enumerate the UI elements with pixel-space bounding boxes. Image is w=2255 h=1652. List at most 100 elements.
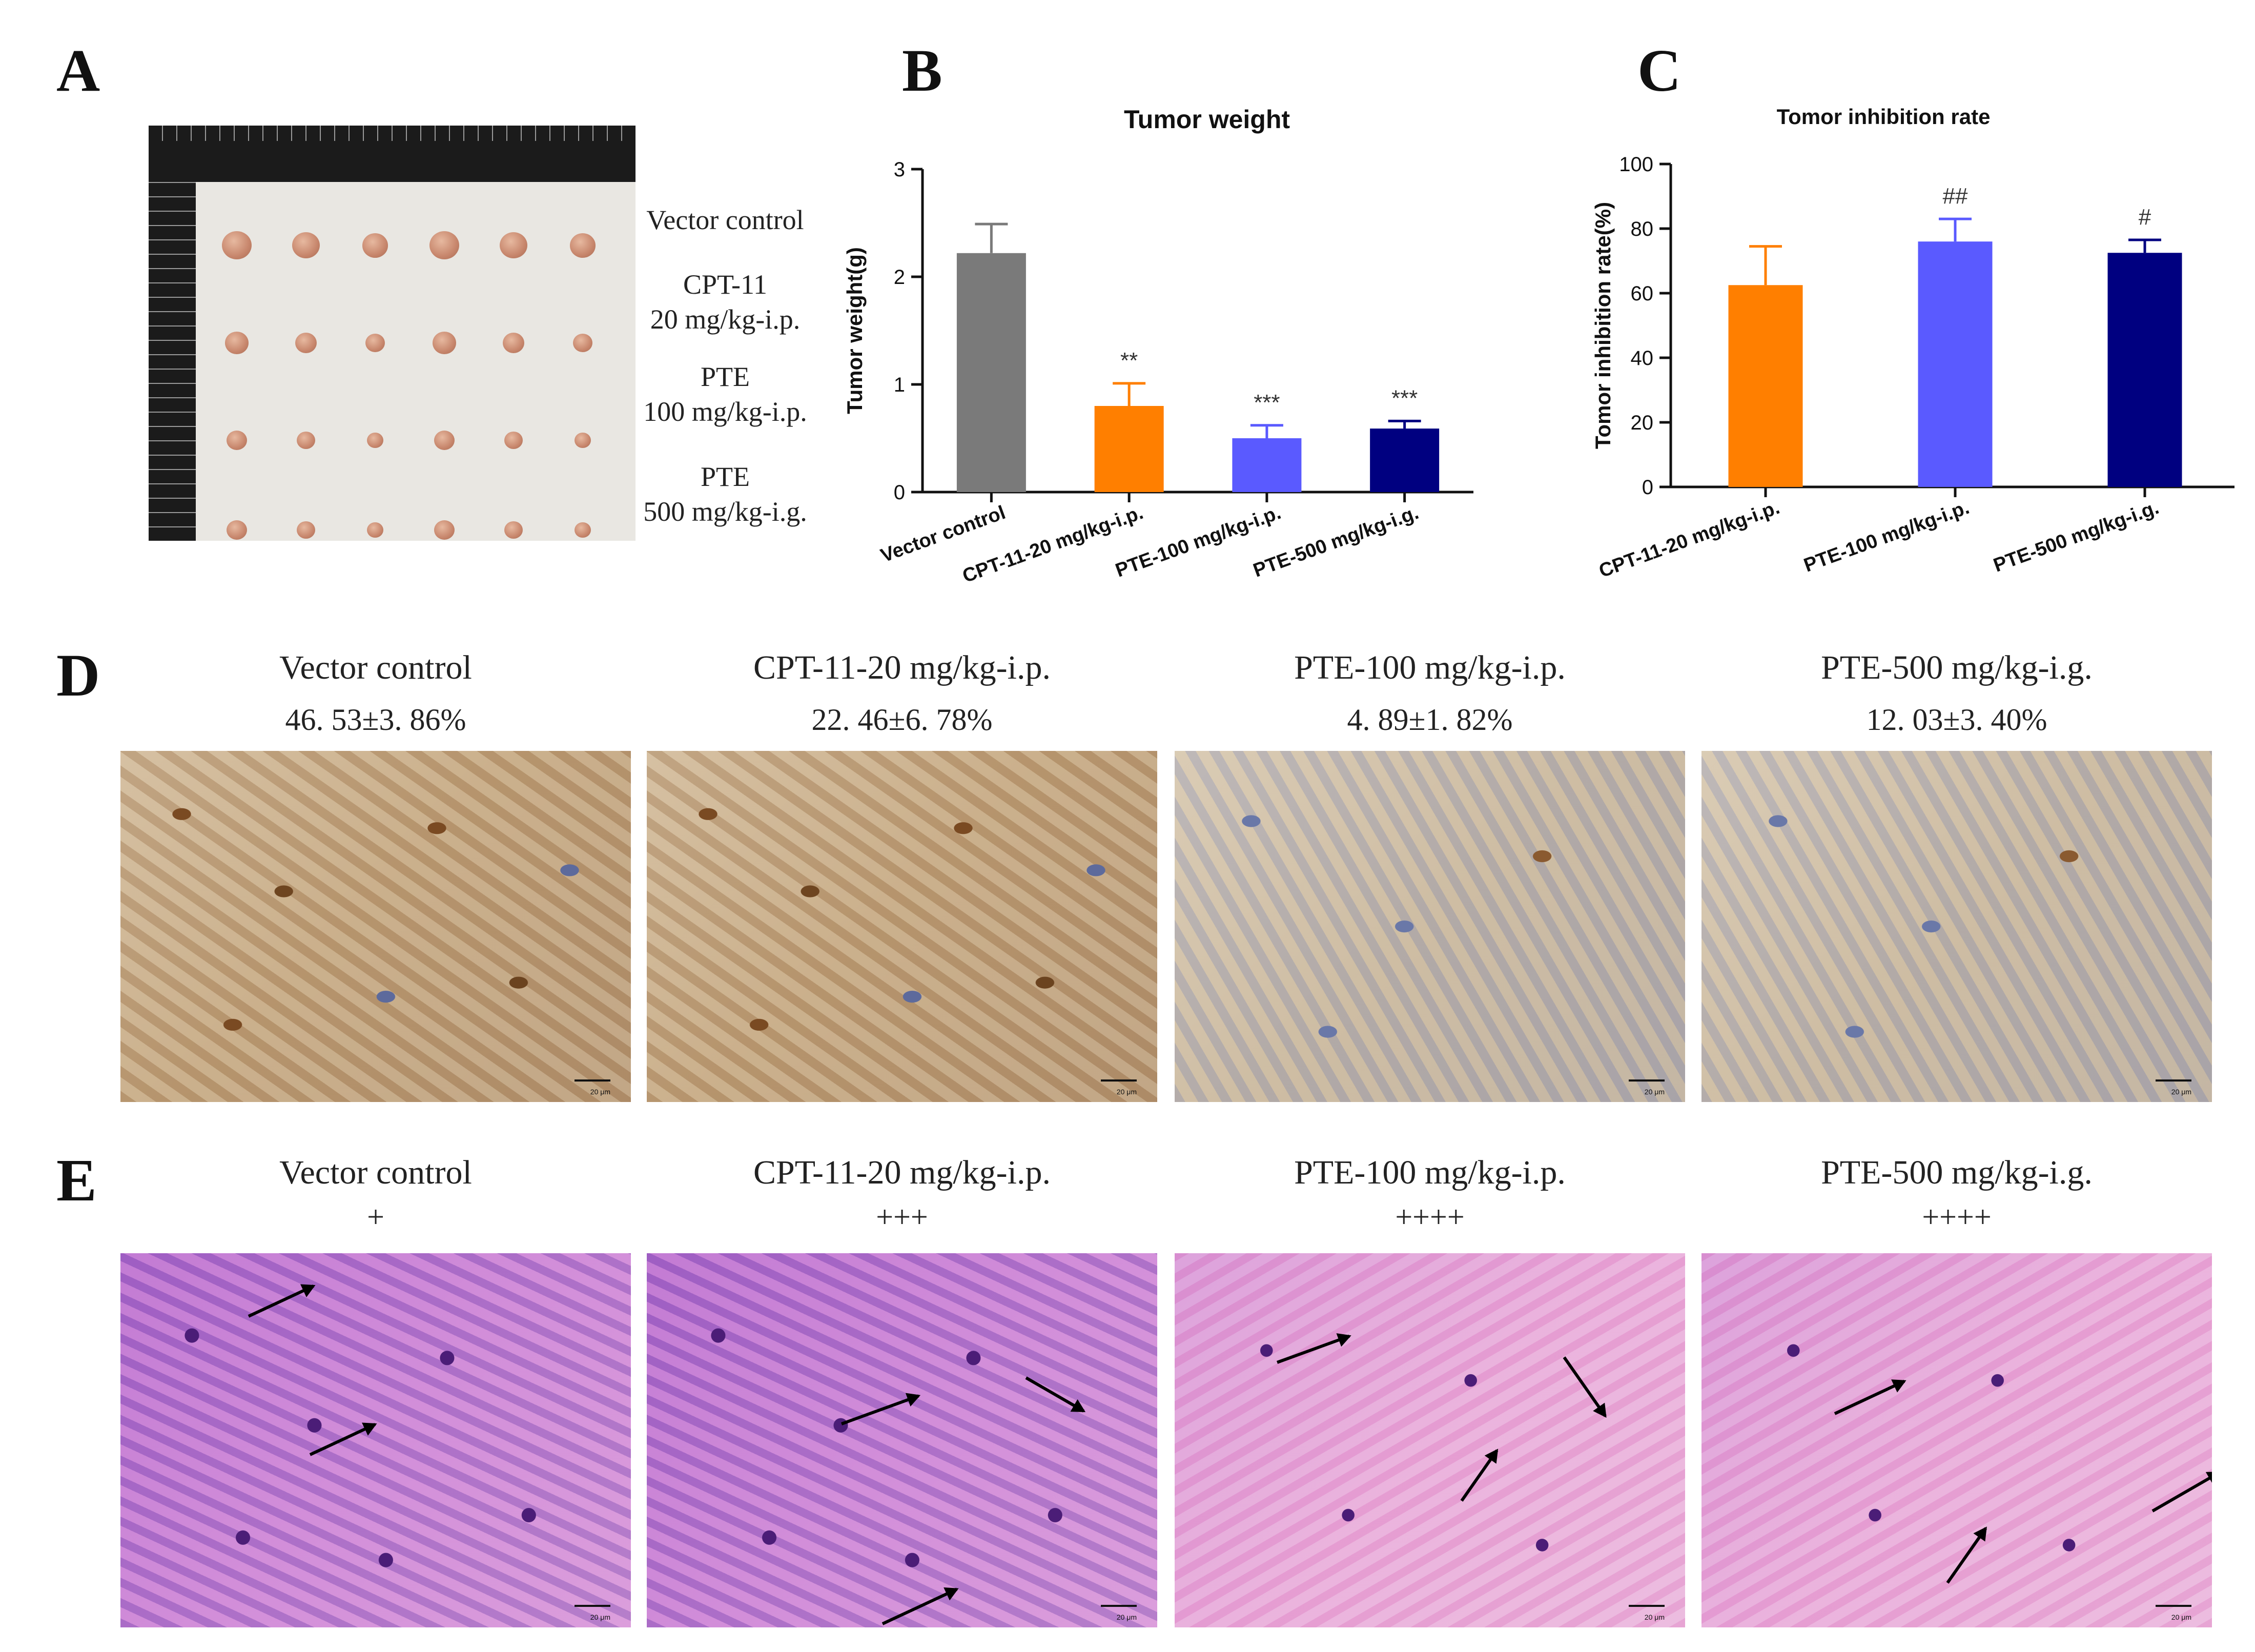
scale-bar-label: 20 μm [1116,1613,1137,1621]
he-grade: +++ [876,1200,928,1234]
scale-bar [1101,1605,1137,1607]
y-tick-label: 100 [1619,153,1653,176]
x-tick-label: PTE-100 mg/kg-i.p. [1801,497,1972,577]
tumor-sample [292,232,320,259]
tumor-sample [503,333,524,353]
panel-a-group-label-line: PTE [700,461,750,492]
arrow-annotation [248,1284,315,1318]
he-micrograph: 20 μm [1701,1253,2212,1627]
scale-bar-label: 20 μm [2171,1088,2191,1096]
y-tick-label: 2 [894,266,905,289]
arrow-annotation [1460,1449,1499,1502]
ihc-title: PTE-100 mg/kg-i.p. [1294,649,1566,686]
ihc-micrograph: 20 μm [1701,751,2212,1102]
y-tick-label: 0 [1642,476,1653,499]
scale-bar [575,1605,610,1607]
y-tick-label: 1 [894,374,905,396]
he-title: PTE-500 mg/kg-i.g. [1821,1154,2093,1191]
arrow-annotation [1276,1334,1350,1364]
tumor-sample [225,332,249,354]
scale-bar-label: 20 μm [590,1088,610,1096]
ruler-top [149,126,636,182]
scale-bar-label: 20 μm [1644,1613,1665,1621]
he-grade: ++++ [1922,1200,1992,1234]
photo-paper [196,182,636,541]
ihc-micrograph: 20 μm [120,751,631,1102]
significance-label: # [2139,205,2151,230]
he-title: PTE-100 mg/kg-i.p. [1294,1154,1566,1191]
panel-a-group-label: PTE 500 mg/kg-i.g. [638,459,812,529]
bar [2107,253,2182,487]
arrow-annotation [881,1587,958,1625]
tumor-sample [434,520,455,540]
panel-a-group-label-line: 100 mg/kg-i.p. [643,396,807,427]
panel-a-group-label-line: CPT-11 [683,269,768,300]
scale-bar-label: 20 μm [1644,1088,1665,1096]
chart-tumor-inhibition-rate: Tomor inhibition rate 0 20 40 60 80 100 Tomor i… [1591,105,2234,582]
significance-label: *** [1254,390,1280,415]
tumor-sample [222,231,252,260]
tumor-sample [365,334,385,353]
ihc-positive-rate: 46. 53±3. 86% [285,703,466,737]
tumor-sample [570,233,596,258]
panel-a-group-label: PTE 100 mg/kg-i.p. [638,359,812,429]
panel-a-group-label-line: 500 mg/kg-i.g. [643,496,807,527]
tumor-sample [367,433,383,448]
tumor-sample [227,431,247,450]
x-tick-label: CPT-11-20 mg/kg-i.p. [1596,497,1782,582]
he-micrograph: 20 μm [647,1253,1157,1627]
ihc-positive-rate: 12. 03±3. 40% [1866,703,2047,737]
scale-bar [1629,1605,1665,1607]
panel-a-group-label: CPT-11 20 mg/kg-i.p. [638,267,812,337]
significance-label: ## [1943,183,1968,209]
y-axis-label: Tomor inhibition rate(%) [1591,202,1615,449]
he-micrograph: 20 μm [1175,1253,1685,1627]
bar [1728,285,1803,487]
he-title: CPT-11-20 mg/kg-i.p. [753,1154,1051,1191]
ihc-title: CPT-11-20 mg/kg-i.p. [753,649,1051,686]
tumor-sample [362,233,388,258]
arrow-annotation [309,1423,376,1456]
tumor-sample [295,333,317,353]
significance-label: ** [1120,348,1138,373]
y-tick-label: 80 [1631,218,1654,240]
ihc-micrograph: 20 μm [647,751,1157,1102]
y-axis-label: Tumor weight(g) [843,247,867,414]
tumor-sample [500,232,527,259]
bar [1094,406,1164,492]
panel-a-group-label: Vector control [638,202,812,237]
arrow-annotation [1025,1376,1085,1413]
arrow-annotation [1834,1379,1905,1415]
chart-title: Tumor weight [1124,105,1290,134]
panel-a-group-label-line: 20 mg/kg-i.p. [650,304,801,335]
panel-a-group-label-line: PTE [700,361,750,392]
ihc-title: PTE-500 mg/kg-i.g. [1821,649,2093,686]
bar [956,253,1026,492]
tumor-sample [573,334,592,353]
y-tick-label: 60 [1631,282,1654,305]
y-tick-label: 3 [894,158,905,181]
tumor-sample [429,231,459,260]
panel-letter-d: D [56,642,100,709]
y-tick-label: 40 [1631,347,1654,370]
tumor-grid [196,182,636,541]
he-grade: + [367,1200,384,1234]
tumor-sample [433,332,456,354]
ihc-positive-rate: 22. 46±6. 78% [811,703,993,737]
chart-title: Tomor inhibition rate [1777,105,1991,129]
panel-letter-c: C [1637,37,1682,104]
tumor-photo [149,126,636,541]
scale-bar [2156,1079,2191,1082]
ihc-title: Vector control [279,649,472,686]
tumor-sample [297,432,315,450]
tumor-sample [575,433,591,448]
panel-a-group-label-line: Vector control [646,205,804,235]
arrow-annotation [1946,1527,1987,1584]
scale-bar [1101,1079,1137,1082]
scale-bar-label: 20 μm [1116,1088,1137,1096]
he-title: Vector control [279,1154,472,1191]
arrow-annotation [840,1394,919,1425]
tumor-sample [227,520,247,540]
scale-bar-label: 20 μm [590,1613,610,1621]
